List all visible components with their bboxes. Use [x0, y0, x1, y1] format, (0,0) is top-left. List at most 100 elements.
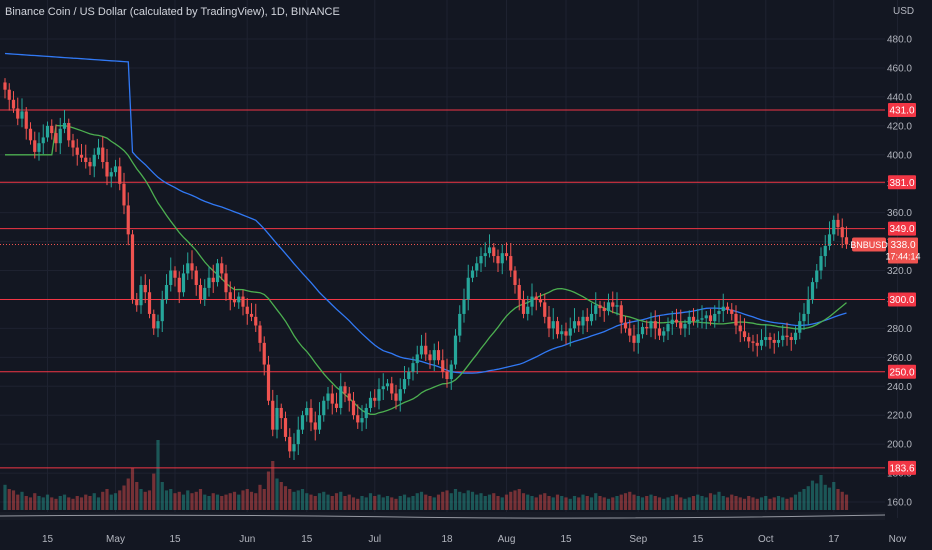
- volume-bar: [58, 496, 62, 510]
- candle: [730, 303, 734, 321]
- volume-bar: [249, 491, 254, 510]
- volume-bar: [458, 491, 462, 510]
- volume-bar: [3, 484, 7, 510]
- volume-bar: [194, 491, 198, 510]
- candle-body: [534, 296, 538, 300]
- volume-bar: [7, 489, 11, 510]
- level-tag-label: 300.0: [889, 295, 914, 306]
- volume-bar: [75, 496, 79, 510]
- volume-bar: [33, 493, 37, 510]
- candle: [266, 355, 271, 406]
- volume-bar: [623, 493, 628, 510]
- candle: [339, 373, 343, 415]
- candle: [67, 118, 71, 147]
- volume-bar: [653, 496, 657, 510]
- volume-bar: [504, 494, 509, 510]
- candle-body: [275, 407, 279, 430]
- candle-body: [232, 299, 237, 303]
- volume-bar: [436, 494, 441, 510]
- candle-body: [747, 337, 751, 342]
- volume-bar: [139, 489, 143, 510]
- candle: [241, 290, 245, 316]
- candle: [402, 366, 407, 394]
- candle-body: [334, 403, 339, 408]
- y-tick-label: 280.0: [887, 324, 912, 335]
- candle-body: [560, 331, 564, 335]
- candle: [228, 281, 232, 311]
- volume-bar: [126, 478, 130, 510]
- candle-body: [105, 162, 109, 177]
- candle: [300, 410, 305, 435]
- candle: [356, 404, 360, 429]
- candle-body: [109, 172, 113, 177]
- candle: [585, 308, 589, 333]
- candle-body: [305, 407, 309, 416]
- candle: [441, 349, 445, 379]
- candle-body: [3, 82, 7, 90]
- volume-bar: [364, 497, 368, 510]
- volume-bar: [313, 496, 317, 510]
- volume-bar: [734, 496, 738, 510]
- candle-body: [653, 321, 657, 329]
- candle-body: [517, 284, 521, 300]
- candle-body: [798, 321, 802, 333]
- volume-bar: [538, 494, 543, 510]
- volume-bar: [419, 491, 424, 510]
- candle-body: [139, 284, 143, 306]
- candle-body: [237, 296, 241, 303]
- candle-body: [436, 350, 441, 361]
- candle: [827, 221, 832, 251]
- candle-body: [721, 306, 725, 312]
- candle-body: [79, 154, 84, 158]
- candle: [88, 157, 92, 176]
- volume-bar: [479, 493, 483, 510]
- candle-body: [203, 287, 207, 300]
- candle-body: [555, 321, 560, 335]
- candle: [666, 317, 670, 340]
- volume-bar: [118, 490, 122, 510]
- candle-body: [37, 143, 41, 152]
- volume-bar: [266, 471, 271, 510]
- candle-body: [300, 415, 305, 430]
- candle: [479, 247, 483, 272]
- candle-body: [513, 270, 517, 285]
- volume-bar: [24, 496, 28, 510]
- candle: [385, 379, 390, 391]
- candle: [211, 264, 215, 293]
- candle-body: [271, 400, 275, 430]
- candle-body: [708, 315, 713, 322]
- candle-body: [381, 386, 385, 390]
- volume-bar: [377, 494, 381, 510]
- volume-bar: [832, 482, 836, 510]
- volume-bar: [305, 493, 309, 510]
- volume-bar: [432, 497, 436, 510]
- candle-body: [836, 219, 840, 228]
- candle: [734, 305, 738, 335]
- volume-bar: [152, 473, 156, 510]
- volume-bar: [615, 496, 619, 510]
- volume-bar: [713, 494, 717, 510]
- volume-bar: [343, 496, 347, 510]
- candle: [836, 213, 840, 236]
- level-tag-label: 431.0: [889, 105, 914, 116]
- volume-bar: [547, 496, 551, 510]
- candle: [662, 326, 666, 343]
- volume-bar: [683, 498, 687, 510]
- x-tick-label: May: [106, 534, 125, 545]
- volume-bar: [602, 497, 606, 510]
- volume-bar: [649, 494, 653, 510]
- volume-bar: [130, 468, 135, 510]
- candle-body: [101, 147, 105, 163]
- candle-body: [449, 364, 453, 380]
- y-tick-label: 240.0: [887, 382, 912, 393]
- candle: [381, 373, 385, 401]
- candle: [721, 293, 725, 322]
- candle: [555, 316, 560, 339]
- volume-bar: [181, 494, 186, 510]
- oscillator-strip: [0, 512, 886, 520]
- level-tag-label: 183.6: [889, 463, 914, 474]
- candle-body: [840, 227, 844, 238]
- candle: [653, 310, 657, 340]
- candle-body: [606, 302, 611, 312]
